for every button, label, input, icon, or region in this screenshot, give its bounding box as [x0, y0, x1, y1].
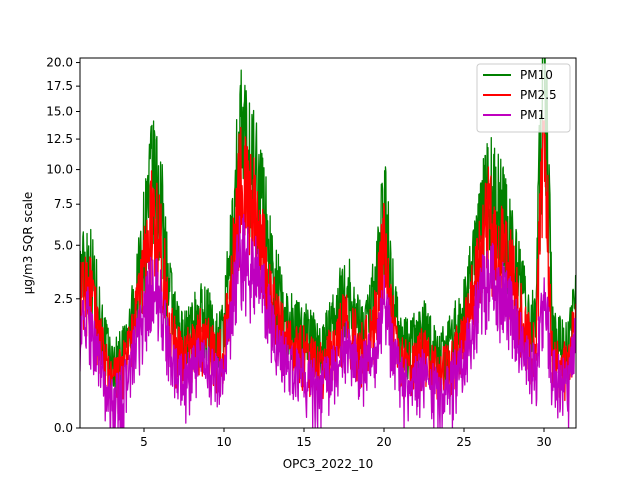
y-tick-label: 10.0 [46, 163, 73, 177]
x-tick-label: 25 [456, 435, 471, 449]
y-tick-label: 2.5 [54, 292, 73, 306]
x-tick-label: 15 [296, 435, 311, 449]
legend-label-pm2-5: PM2.5 [520, 88, 557, 102]
x-tick-label: 10 [216, 435, 231, 449]
y-axis-label: µg/m3 SQR scale [21, 192, 35, 295]
x-tick-label: 20 [376, 435, 391, 449]
y-tick-label: 0.0 [54, 421, 73, 435]
axes-frame [79, 57, 577, 429]
x-tick-label: 30 [536, 435, 551, 449]
y-tick-label: 7.5 [54, 197, 73, 211]
series-layer [80, 58, 576, 428]
x-axis-label: OPC3_2022_10 [283, 457, 374, 471]
y-tick-label: 17.5 [46, 79, 73, 93]
x-axis-ticks: 5 10 15 20 25 30 [140, 428, 552, 449]
y-tick-label: 15.0 [46, 105, 73, 119]
legend: PM10 PM2.5 PM1 [476, 63, 571, 133]
y-axis-ticks: 0.0 2.5 5.0 7.5 10.0 12.5 15.0 17.5 20.0 [46, 56, 80, 435]
y-tick-label: 12.5 [46, 132, 73, 146]
legend-label-pm1: PM1 [520, 108, 545, 122]
series-line-pm1 [80, 214, 576, 428]
x-tick-label: 5 [140, 435, 148, 449]
y-tick-label: 5.0 [54, 238, 73, 252]
legend-label-pm10: PM10 [520, 68, 553, 82]
y-tick-label: 20.0 [46, 56, 73, 70]
